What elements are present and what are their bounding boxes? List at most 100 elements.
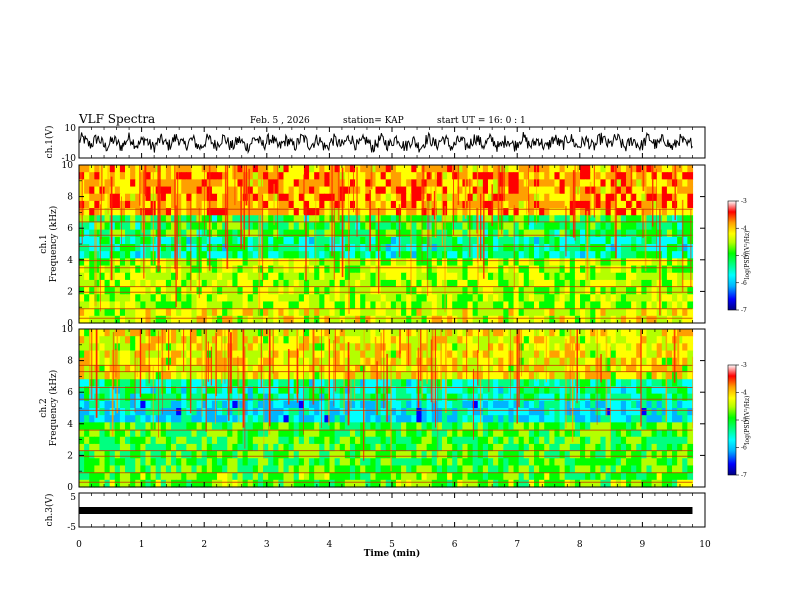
spectrogram-cell <box>390 315 397 324</box>
spectrogram-cell <box>181 429 187 438</box>
spectrogram-cell <box>160 215 167 224</box>
spectrogram-cell <box>610 179 617 188</box>
spectrogram-cell <box>457 251 464 259</box>
spectrogram-cell <box>631 379 637 388</box>
spectrogram-cell <box>411 279 418 288</box>
spectrogram-cell <box>380 258 387 267</box>
spectrogram-cell <box>651 315 658 324</box>
spectrogram-cell <box>585 186 591 195</box>
spectrogram-cell <box>513 422 520 431</box>
spectrogram-cell <box>370 386 377 395</box>
spectrogram-cell <box>114 251 121 259</box>
spectrogram-cell <box>441 408 448 416</box>
spectrogram-cell <box>610 379 617 388</box>
spectrogram-cell <box>467 415 474 423</box>
spectrogram-cell <box>252 458 259 467</box>
spectrogram-cell <box>585 193 591 202</box>
spectrogram-cell <box>278 415 285 423</box>
spectrogram-cell <box>191 329 198 337</box>
spectrogram-cell <box>186 165 193 173</box>
spectrogram-cell <box>375 336 382 344</box>
spectrogram-cell <box>513 350 520 359</box>
spectrogram-cell <box>344 244 351 252</box>
spectrogram-cell <box>232 229 239 238</box>
spectrogram-cell <box>309 336 315 344</box>
spectrogram-cell <box>79 294 85 303</box>
spectrogram-cell <box>534 443 540 452</box>
spectrogram-cell <box>84 258 90 267</box>
spectrogram-cell <box>605 408 612 416</box>
spectrogram-cell <box>467 172 474 180</box>
spectrogram-cell <box>441 315 448 324</box>
spectrogram-cell <box>252 379 259 388</box>
spectrogram-cell <box>620 294 627 303</box>
spectrogram-cell <box>385 393 392 402</box>
spectrogram-cell <box>217 350 223 359</box>
spectrogram-cell <box>217 443 223 452</box>
spectrogram-cell <box>554 287 561 295</box>
spectrogram-cell <box>344 294 351 303</box>
spectrogram-cell <box>554 308 561 317</box>
spectrogram-cell <box>278 294 285 303</box>
spectrogram-cell <box>544 329 550 337</box>
spectrogram-cell <box>564 186 571 195</box>
spectrogram-cell <box>334 315 341 324</box>
spectrogram-cell <box>84 308 90 317</box>
spectrogram-cell <box>636 372 642 380</box>
spectrogram-cell <box>406 301 412 310</box>
spectrogram-cell <box>135 294 141 303</box>
spectrogram-cell <box>487 415 494 423</box>
spectrogram-cell <box>559 422 566 431</box>
spectrogram-cell <box>411 343 418 352</box>
spectrogram-cell <box>171 364 177 373</box>
spectrogram-cell <box>319 186 325 195</box>
spectrogram-cell <box>288 279 295 288</box>
spectrogram-cell <box>436 186 443 195</box>
spectrogram-cell <box>130 244 136 252</box>
spectrogram-cell <box>298 208 305 216</box>
spectrogram-cell <box>554 451 561 459</box>
spectrogram-cell <box>339 458 346 467</box>
spectrogram-cell <box>656 165 663 173</box>
spectrogram-cell <box>580 436 586 445</box>
spectrogram-cell <box>247 436 254 445</box>
spectrogram-cell <box>130 336 136 344</box>
spectrogram-cell <box>109 458 116 467</box>
spectrogram-cell <box>211 458 218 467</box>
spectrogram-cell <box>482 229 489 238</box>
spectrogram-cell <box>549 372 556 380</box>
spectrogram-cell <box>268 200 274 209</box>
spectrogram-cell <box>661 451 668 459</box>
spectrogram-cell <box>298 386 305 395</box>
spectrogram-cell <box>682 208 688 216</box>
spectrogram-cell <box>631 236 637 245</box>
spectrogram-cell <box>534 451 540 459</box>
spectrogram-cell <box>150 357 157 366</box>
spectrogram-cell <box>605 229 612 238</box>
spectrogram-cell <box>416 258 423 267</box>
spectrogram-cell <box>626 379 632 388</box>
spectrogram-cell <box>242 301 249 310</box>
spectrogram-cell <box>416 179 423 188</box>
spectrogram-cell <box>232 222 239 231</box>
spectrogram-cell <box>534 279 540 288</box>
spectrogram-cell <box>145 251 152 259</box>
spectrogram-cell <box>620 364 627 373</box>
spectrogram-cell <box>109 436 116 445</box>
spectrogram-cell <box>518 258 525 267</box>
spectrogram-cell <box>104 372 111 380</box>
spectrogram-cell <box>263 244 269 252</box>
spectrogram-cell <box>232 350 239 359</box>
spectrogram-cell <box>252 451 259 459</box>
spectrogram-cell <box>211 393 218 402</box>
spectrogram-cell <box>125 379 131 388</box>
spectrogram-cell <box>666 336 673 344</box>
spectrogram-cell <box>677 408 683 416</box>
spectrogram-cell <box>600 179 607 188</box>
spectrogram-cell <box>314 408 320 416</box>
spectrogram-cell <box>89 265 95 274</box>
spectrogram-cell <box>247 443 254 452</box>
spectrogram-cell <box>395 308 402 317</box>
spectrogram-cell <box>544 172 550 180</box>
spectrogram-cell <box>580 179 586 188</box>
